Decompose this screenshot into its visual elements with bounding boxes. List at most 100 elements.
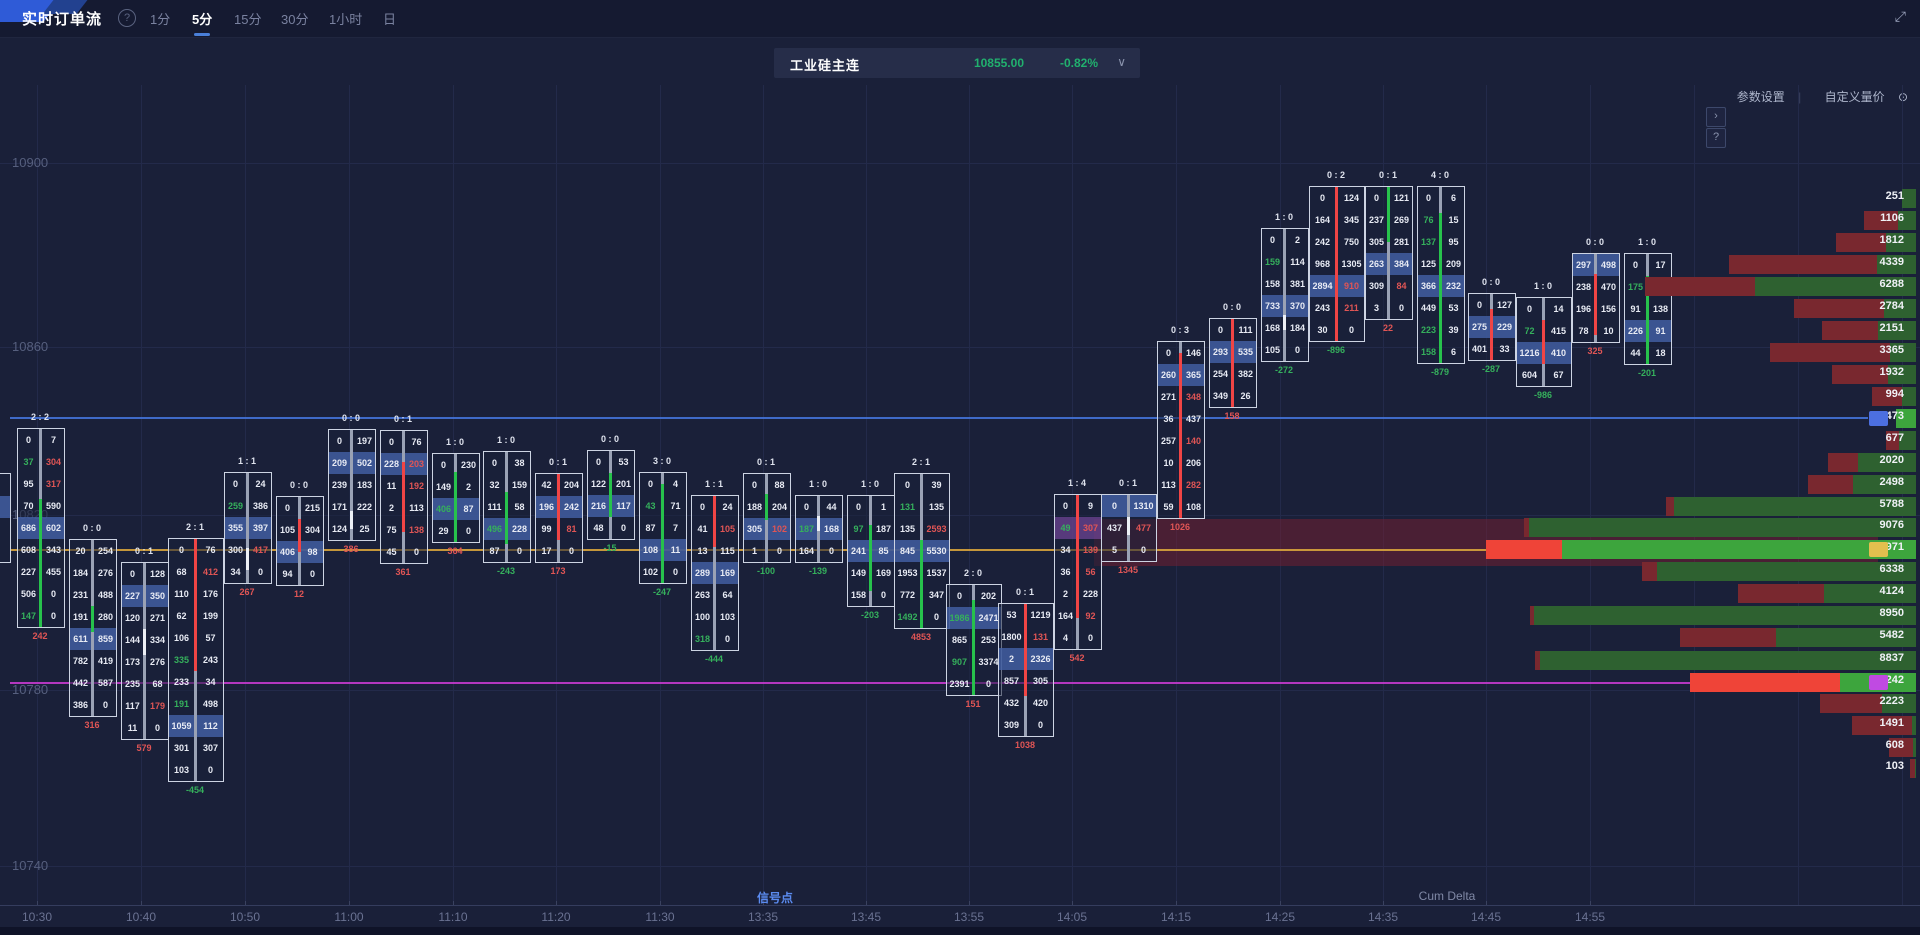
bid-cell: 301 [173, 743, 190, 753]
mini-button-›[interactable]: › [1706, 107, 1726, 127]
volume-value: 1812 [1879, 234, 1904, 246]
volume-profile-row [1822, 321, 1916, 340]
footprint-row: 907 3374 [947, 651, 1001, 673]
volume-sell-bar [1872, 387, 1902, 406]
ask-cell: 0 [50, 611, 56, 621]
footprint-row: 62 199 [169, 605, 223, 627]
ask-cell: 197 [356, 436, 373, 446]
bid-cell: 0 [1632, 260, 1638, 270]
tab-日[interactable]: 日 [383, 12, 397, 27]
candle-body-segment [1646, 254, 1649, 276]
tab-30分[interactable]: 30分 [281, 12, 309, 27]
candle-body-segment [920, 474, 923, 540]
ask-cell: 535 [1237, 347, 1254, 357]
footprint-row: 0 230 [433, 454, 479, 476]
ask-cell: 58 [514, 502, 525, 512]
candle-body-segment [869, 590, 872, 606]
candle-ratio-header: 1 : 0 [808, 479, 827, 489]
ask-cell: 602 [45, 523, 62, 533]
footprint-row: 442 587 [70, 672, 116, 694]
instrument-selector[interactable]: 工业硅主连 10855.00 -0.82% ∨ [774, 48, 1140, 78]
footprint-candle [0, 473, 11, 563]
bid-cell: 289 [694, 568, 711, 578]
candle-body-segment [194, 671, 197, 781]
candle-body-segment [402, 461, 405, 533]
footprint-row: 242 750 [1310, 231, 1364, 253]
candle-body-segment [765, 493, 768, 521]
ask-cell: 25 [359, 524, 370, 534]
chart-toolbar: 参数设置 | 自定义量价 ⊙ [1727, 88, 1908, 105]
bid-cell: 164 [1314, 215, 1331, 225]
time-tick [453, 901, 454, 905]
fullscreen-icon[interactable]: ⤢ [1894, 8, 1906, 24]
bid-cell: 0 [178, 545, 184, 555]
ask-cell: 67 [1553, 370, 1564, 380]
help-icon[interactable]: ? [118, 9, 136, 27]
footprint-row: 2 228 [1055, 583, 1101, 605]
ask-cell: 103 [719, 612, 736, 622]
top-bar: 实时订单流 ? 1分 5分 15分 30分 1小时 日 ⤢ [0, 0, 1920, 38]
footprint-candle: 0 88 188 204 305 102 1 0 [743, 473, 791, 563]
bid-cell: 275 [1471, 322, 1488, 332]
ask-cell: 228 [511, 524, 528, 534]
param-settings-button[interactable]: 参数设置 [1736, 90, 1785, 104]
tab-15分[interactable]: 15分 [234, 12, 262, 27]
bid-cell: 733 [1264, 301, 1281, 311]
candle-body-segment [1542, 364, 1545, 386]
time-label: 11:30 [645, 910, 675, 924]
footprint-row: 41 105 [692, 518, 738, 540]
candle-body-segment [350, 511, 353, 529]
tab-1分[interactable]: 1分 [150, 12, 171, 27]
tab-1小时[interactable]: 1小时 [329, 12, 363, 27]
mini-button-?[interactable]: ? [1706, 128, 1726, 148]
time-label: 14:35 [1367, 910, 1399, 924]
bid-cell: 231 [72, 590, 89, 600]
ask-cell: 192 [408, 481, 425, 491]
ask-cell: 0 [776, 546, 782, 556]
bid-cell: 297 [1575, 260, 1592, 270]
chevron-down-icon[interactable]: ∨ [1117, 55, 1126, 69]
bid-cell: 226 [1627, 326, 1644, 336]
cum-delta-legend[interactable]: Cum Delta [1418, 889, 1476, 903]
bid-cell: 300 [227, 545, 244, 555]
ask-cell: 215 [304, 503, 321, 513]
bid-cell: 0 [647, 479, 653, 489]
footprint-candle: 0 197 209 502 239 183 171 222 124 25 [328, 429, 376, 541]
volume-profile-row [1852, 716, 1916, 735]
ask-cell: 2471 [978, 613, 999, 623]
volume-profile-row [1864, 211, 1916, 230]
ask-cell: 1219 [1030, 610, 1051, 620]
volume-value: 4339 [1879, 256, 1904, 268]
bid-cell: 87 [645, 523, 656, 533]
candle-delta: 1038 [1014, 740, 1036, 750]
volume-sell-bar [1828, 453, 1858, 472]
bid-cell: 17 [541, 546, 552, 556]
volume-sell-bar [1889, 738, 1913, 757]
candle-ratio-header: 0 : 0 [1481, 277, 1500, 287]
bid-cell: 254 [1212, 369, 1229, 379]
signal-point-legend[interactable]: 信号点 [756, 891, 794, 905]
ask-cell: 156 [1600, 304, 1617, 314]
bid-cell: 191 [173, 699, 190, 709]
bid-cell: 70 [23, 501, 34, 511]
volume-buy-bar [1902, 189, 1916, 208]
footprint-row: 158 381 [1262, 273, 1308, 295]
footprint-row: 91 138 [1625, 298, 1671, 320]
tab-5分[interactable]: 5分 [192, 9, 212, 36]
candle-delta: 364 [447, 546, 463, 556]
candle-delta: -444 [704, 654, 723, 664]
custom-volume-price-button[interactable]: 自定义量价 ⊙ [1815, 90, 1908, 104]
volume-sell-bar [1886, 431, 1899, 450]
bid-cell: 305 [746, 524, 763, 534]
bid-cell: 43 [645, 501, 656, 511]
candle-body-segment [1127, 517, 1130, 535]
volume-sell-bar [1690, 673, 1840, 692]
footprint-row: 97 187 [848, 518, 894, 540]
footprint-row: 0 124 [1310, 187, 1364, 209]
ask-cell: 269 [1393, 215, 1410, 225]
bid-cell: 0 [751, 480, 757, 490]
bid-cell: 0 [1476, 300, 1482, 310]
volume-profile-row [1820, 694, 1916, 713]
